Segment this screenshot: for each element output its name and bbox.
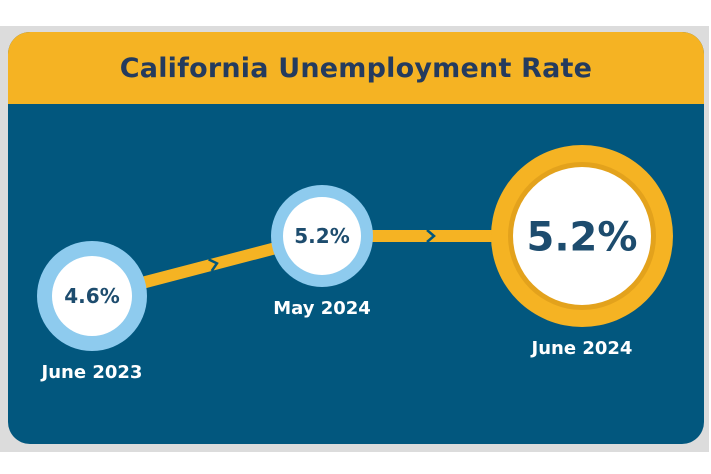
data-point (52, 256, 132, 336)
chevron-arrow-icon (208, 258, 219, 272)
data-label: 5.2% (294, 224, 349, 248)
data-point (283, 197, 361, 275)
chevron-arrow-icon (426, 229, 436, 243)
points-layer: 4.6% June 2023 5.2% May 2024 5.2% June 2024 (37, 145, 673, 383)
category-label: June 2024 (530, 338, 633, 359)
data-point (513, 167, 651, 305)
category-label: May 2024 (273, 298, 371, 319)
chart-title: California Unemployment Rate (119, 52, 593, 84)
data-label: 4.6% (64, 284, 119, 308)
title-banner: California Unemployment Rate (8, 32, 704, 104)
data-label: 5.2% (527, 214, 638, 260)
category-label: June 2023 (40, 362, 143, 383)
